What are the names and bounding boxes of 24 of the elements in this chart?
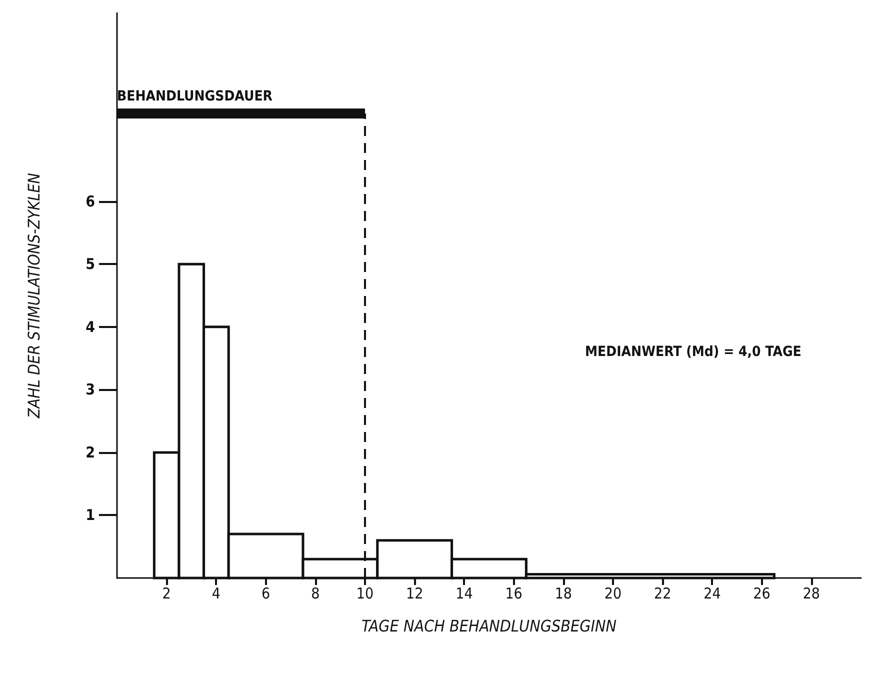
x-tick-label: 6 — [262, 584, 270, 602]
x-axis-title: TAGE NACH BEHANDLUNGSBEGINN — [361, 616, 617, 636]
x-tick-label: 24 — [704, 584, 721, 602]
y-tick-label: 4 — [86, 318, 95, 336]
x-tick-label: 20 — [604, 584, 622, 602]
x-tick-label: 10 — [356, 584, 374, 602]
y-tick-label: 1 — [86, 506, 95, 524]
x-tick-label: 16 — [505, 584, 522, 602]
y-axis-title: ZAHL DER STIMULATIONS-ZYKLEN — [24, 172, 44, 420]
x-tick-label: 22 — [654, 584, 672, 602]
x-tick-label: 28 — [802, 584, 820, 602]
x-tick-label: 26 — [753, 584, 770, 602]
x-tick-label: 14 — [456, 584, 473, 602]
series-label: BEHANDLUNGSDAUER — [117, 88, 273, 104]
x-tick-label: 12 — [406, 584, 424, 602]
x-tick-label: 8 — [311, 584, 320, 602]
y-tick-label: 5 — [86, 255, 95, 274]
x-tick-label: 4 — [212, 584, 220, 602]
y-tick-label: 3 — [86, 380, 95, 399]
y-tick-label: 6 — [86, 192, 95, 210]
x-tick-label: 18 — [554, 584, 572, 602]
annotation: MEDIANWERT (Md) = 4,0 TAGE — [585, 344, 802, 360]
x-tick-label: 2 — [162, 584, 171, 602]
y-tick-label: 2 — [86, 443, 95, 462]
